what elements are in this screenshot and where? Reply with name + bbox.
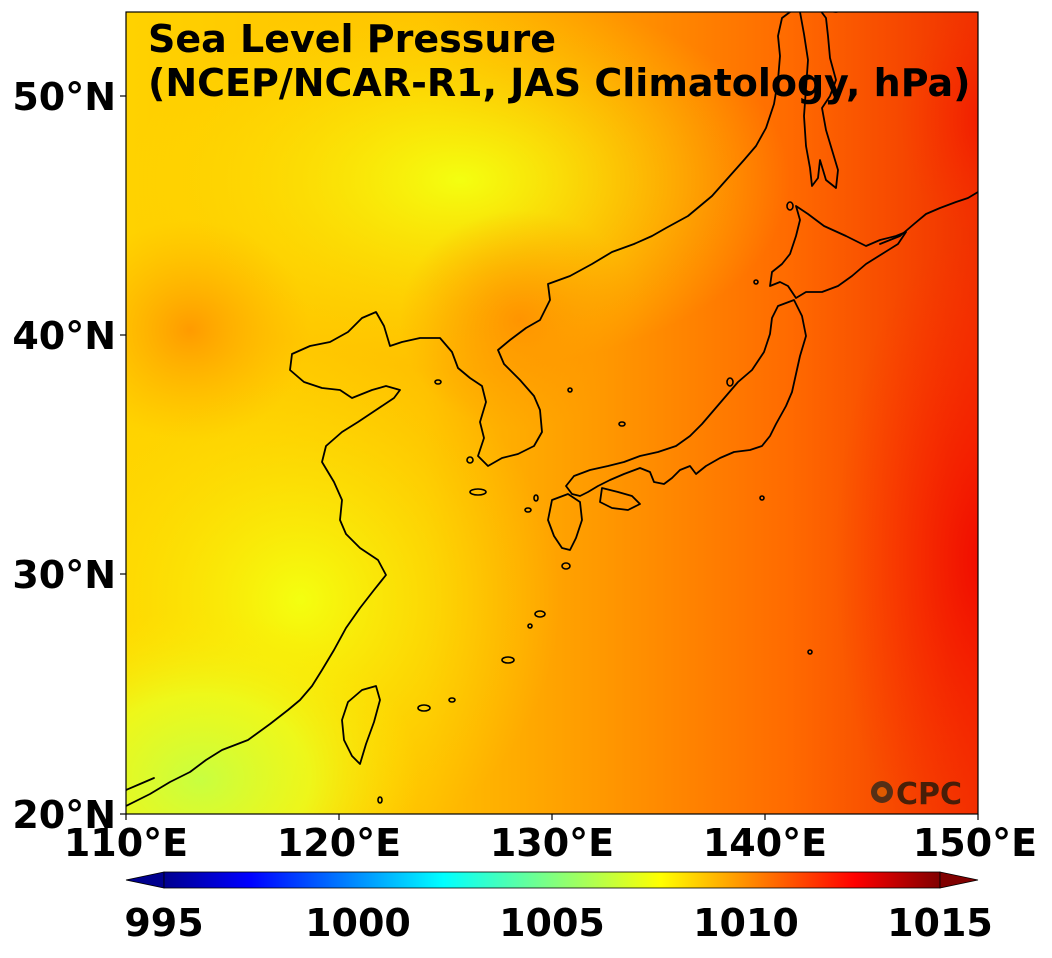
lat-tick-50n: 50°N <box>12 75 116 119</box>
lat-tick-30n: 30°N <box>12 553 116 597</box>
coastlines <box>126 12 978 807</box>
cpc-logo: CPC <box>871 777 962 812</box>
map-title-line2: (NCEP/NCAR-R1, JAS Climatology, hPa) <box>148 61 971 105</box>
colorbar-gradient <box>163 871 941 889</box>
latitude-axis: 50°N 40°N 30°N 20°N <box>12 75 126 837</box>
colorbar-extend-high <box>939 871 979 889</box>
lon-tick-110e: 110°E <box>64 821 188 865</box>
lon-tick-150e: 150°E <box>913 821 1037 865</box>
cpc-logo-text: CPC <box>896 777 962 812</box>
colorbar-extend-low <box>125 871 165 889</box>
lon-tick-130e: 130°E <box>490 821 614 865</box>
colorbar-label-1015: 1015 <box>887 901 993 945</box>
colorbar-label-1010: 1010 <box>693 901 799 945</box>
colorbar-label-1005: 1005 <box>499 901 605 945</box>
lat-tick-40n: 40°N <box>12 314 116 358</box>
colorbar: 995 1000 1005 1010 1015 <box>124 871 993 945</box>
longitude-axis: 110°E 120°E 130°E 140°E 150°E <box>64 814 1037 865</box>
colorbar-label-995: 995 <box>124 901 203 945</box>
lon-tick-140e: 140°E <box>703 821 827 865</box>
islands <box>377 201 813 804</box>
lon-tick-120e: 120°E <box>277 821 401 865</box>
map-title-line1: Sea Level Pressure <box>148 17 556 61</box>
lat-tick-20n: 20°N <box>12 793 116 837</box>
colorbar-label-1000: 1000 <box>305 901 411 945</box>
